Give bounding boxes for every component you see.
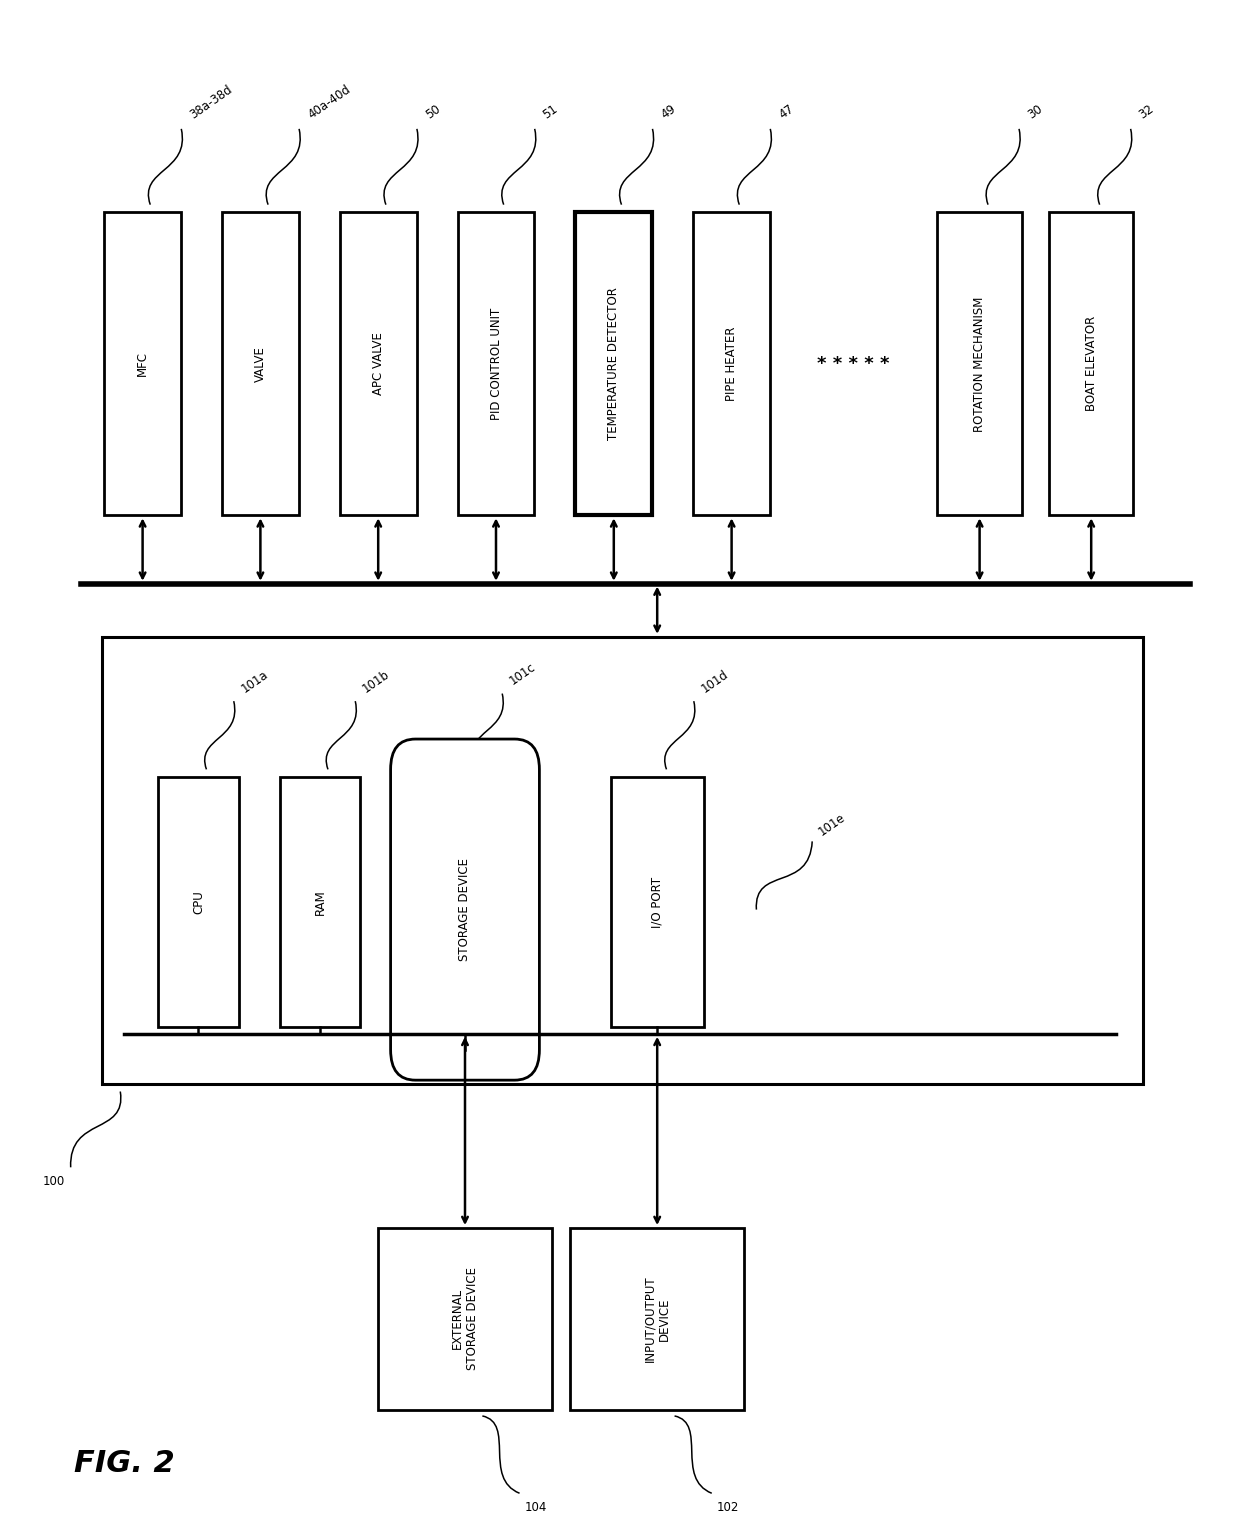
Text: 104: 104 <box>525 1501 547 1514</box>
Text: APC VALVE: APC VALVE <box>372 332 384 396</box>
Text: ROTATION MECHANISM: ROTATION MECHANISM <box>973 296 986 432</box>
Text: INPUT/OUTPUT
DEVICE: INPUT/OUTPUT DEVICE <box>644 1275 671 1363</box>
Text: TEMPERATURE DETECTOR: TEMPERATURE DETECTOR <box>608 288 620 440</box>
Text: PID CONTROL UNIT: PID CONTROL UNIT <box>490 308 502 420</box>
Text: 100: 100 <box>42 1175 64 1189</box>
FancyBboxPatch shape <box>570 1228 744 1410</box>
FancyBboxPatch shape <box>693 212 770 515</box>
Text: 101a: 101a <box>238 667 270 694</box>
FancyBboxPatch shape <box>937 212 1022 515</box>
Text: FIG. 2: FIG. 2 <box>74 1449 175 1478</box>
FancyBboxPatch shape <box>280 776 360 1028</box>
Text: VALVE: VALVE <box>254 346 267 382</box>
Text: 40a-40d: 40a-40d <box>305 82 353 121</box>
Text: EXTERNAL
STORAGE DEVICE: EXTERNAL STORAGE DEVICE <box>451 1267 479 1370</box>
FancyBboxPatch shape <box>458 212 534 515</box>
Text: MFC: MFC <box>136 352 149 376</box>
Text: 49: 49 <box>658 102 678 121</box>
Text: 47: 47 <box>776 102 796 121</box>
Text: 101c: 101c <box>507 661 538 687</box>
FancyBboxPatch shape <box>611 776 704 1028</box>
FancyBboxPatch shape <box>575 212 652 515</box>
Text: I/O PORT: I/O PORT <box>651 876 663 928</box>
Text: 101b: 101b <box>361 667 392 694</box>
Text: 50: 50 <box>423 102 443 121</box>
FancyBboxPatch shape <box>222 212 299 515</box>
Text: 101d: 101d <box>699 667 730 694</box>
Text: 30: 30 <box>1025 102 1045 121</box>
Text: * * * * *: * * * * * <box>817 355 889 373</box>
FancyBboxPatch shape <box>102 637 1143 1084</box>
Text: 101e: 101e <box>816 811 848 838</box>
Text: STORAGE DEVICE: STORAGE DEVICE <box>459 858 471 961</box>
FancyBboxPatch shape <box>159 776 238 1028</box>
FancyBboxPatch shape <box>340 212 417 515</box>
Text: 51: 51 <box>541 102 560 121</box>
Text: BOAT ELEVATOR: BOAT ELEVATOR <box>1085 317 1097 411</box>
Text: RAM: RAM <box>314 890 326 914</box>
Text: PIPE HEATER: PIPE HEATER <box>725 326 738 402</box>
Text: 32: 32 <box>1137 102 1157 121</box>
FancyBboxPatch shape <box>104 212 181 515</box>
FancyBboxPatch shape <box>1049 212 1133 515</box>
FancyBboxPatch shape <box>378 1228 552 1410</box>
Text: 102: 102 <box>717 1501 739 1514</box>
Text: CPU: CPU <box>192 890 205 914</box>
FancyBboxPatch shape <box>391 740 539 1079</box>
Text: 38a-38d: 38a-38d <box>187 83 234 121</box>
